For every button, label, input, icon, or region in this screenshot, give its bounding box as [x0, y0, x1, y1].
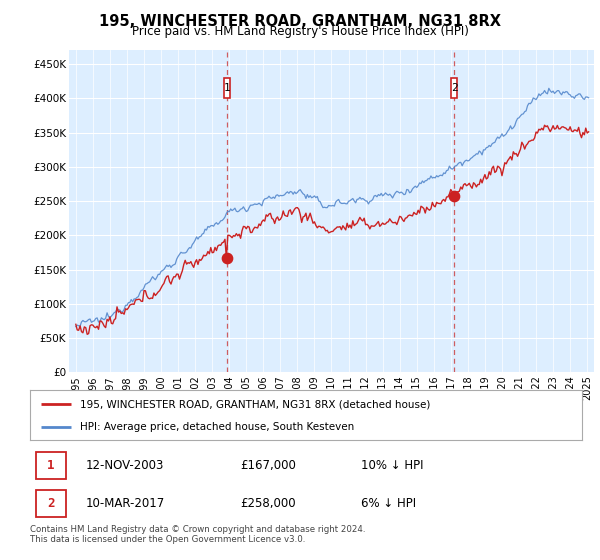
Text: £167,000: £167,000 [240, 459, 296, 472]
Text: 1: 1 [47, 459, 55, 472]
Text: 195, WINCHESTER ROAD, GRANTHAM, NG31 8RX: 195, WINCHESTER ROAD, GRANTHAM, NG31 8RX [99, 14, 501, 29]
Text: Price paid vs. HM Land Registry's House Price Index (HPI): Price paid vs. HM Land Registry's House … [131, 25, 469, 38]
Text: 6% ↓ HPI: 6% ↓ HPI [361, 497, 416, 510]
Text: 2: 2 [47, 497, 55, 510]
Text: 12-NOV-2003: 12-NOV-2003 [85, 459, 164, 472]
FancyBboxPatch shape [224, 78, 230, 97]
Text: £258,000: £258,000 [240, 497, 295, 510]
Text: HPI: Average price, detached house, South Kesteven: HPI: Average price, detached house, Sout… [80, 422, 354, 432]
Text: 1: 1 [224, 83, 230, 93]
Text: 10% ↓ HPI: 10% ↓ HPI [361, 459, 424, 472]
Text: 10-MAR-2017: 10-MAR-2017 [85, 497, 164, 510]
FancyBboxPatch shape [451, 78, 457, 97]
Text: 2: 2 [451, 83, 457, 93]
Point [449, 191, 459, 200]
Text: Contains HM Land Registry data © Crown copyright and database right 2024.
This d: Contains HM Land Registry data © Crown c… [30, 525, 365, 544]
FancyBboxPatch shape [35, 452, 66, 479]
Text: 195, WINCHESTER ROAD, GRANTHAM, NG31 8RX (detached house): 195, WINCHESTER ROAD, GRANTHAM, NG31 8RX… [80, 399, 430, 409]
Point [222, 254, 232, 263]
FancyBboxPatch shape [35, 489, 66, 517]
